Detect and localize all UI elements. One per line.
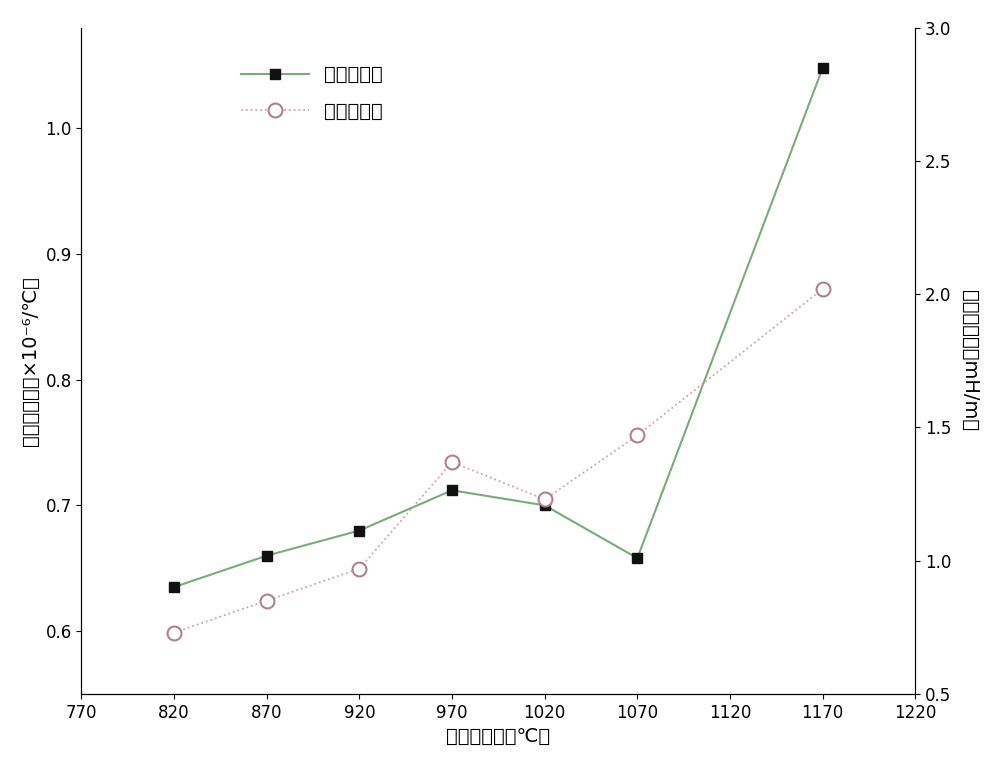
线膨胀系数 — [631, 554, 643, 563]
Line: 线膨胀系数: 线膨胀系数 — [169, 63, 828, 592]
初始磁导率 — [817, 285, 829, 294]
初始磁导率 — [168, 628, 180, 637]
初始磁导率 — [261, 596, 273, 605]
初始磁导率 — [446, 457, 458, 466]
Line: 初始磁导率: 初始磁导率 — [167, 282, 830, 640]
初始磁导率 — [353, 564, 365, 573]
初始磁导率 — [539, 495, 551, 504]
Y-axis label: 初始磁导率（mH/m）: 初始磁导率（mH/m） — [960, 290, 979, 431]
初始磁导率 — [631, 431, 643, 440]
X-axis label: 热处理温度（℃）: 热处理温度（℃） — [446, 727, 550, 746]
Y-axis label: 线膨胀系数（×10⁻⁶/℃）: 线膨胀系数（×10⁻⁶/℃） — [21, 276, 40, 446]
线膨胀系数 — [353, 526, 365, 535]
线膨胀系数 — [539, 501, 551, 510]
线膨胀系数 — [446, 486, 458, 495]
线膨胀系数 — [261, 551, 273, 560]
线膨胀系数 — [817, 64, 829, 73]
线膨胀系数 — [168, 582, 180, 591]
Legend: 线膨胀系数, 初始磁导率: 线膨胀系数, 初始磁导率 — [233, 58, 391, 129]
